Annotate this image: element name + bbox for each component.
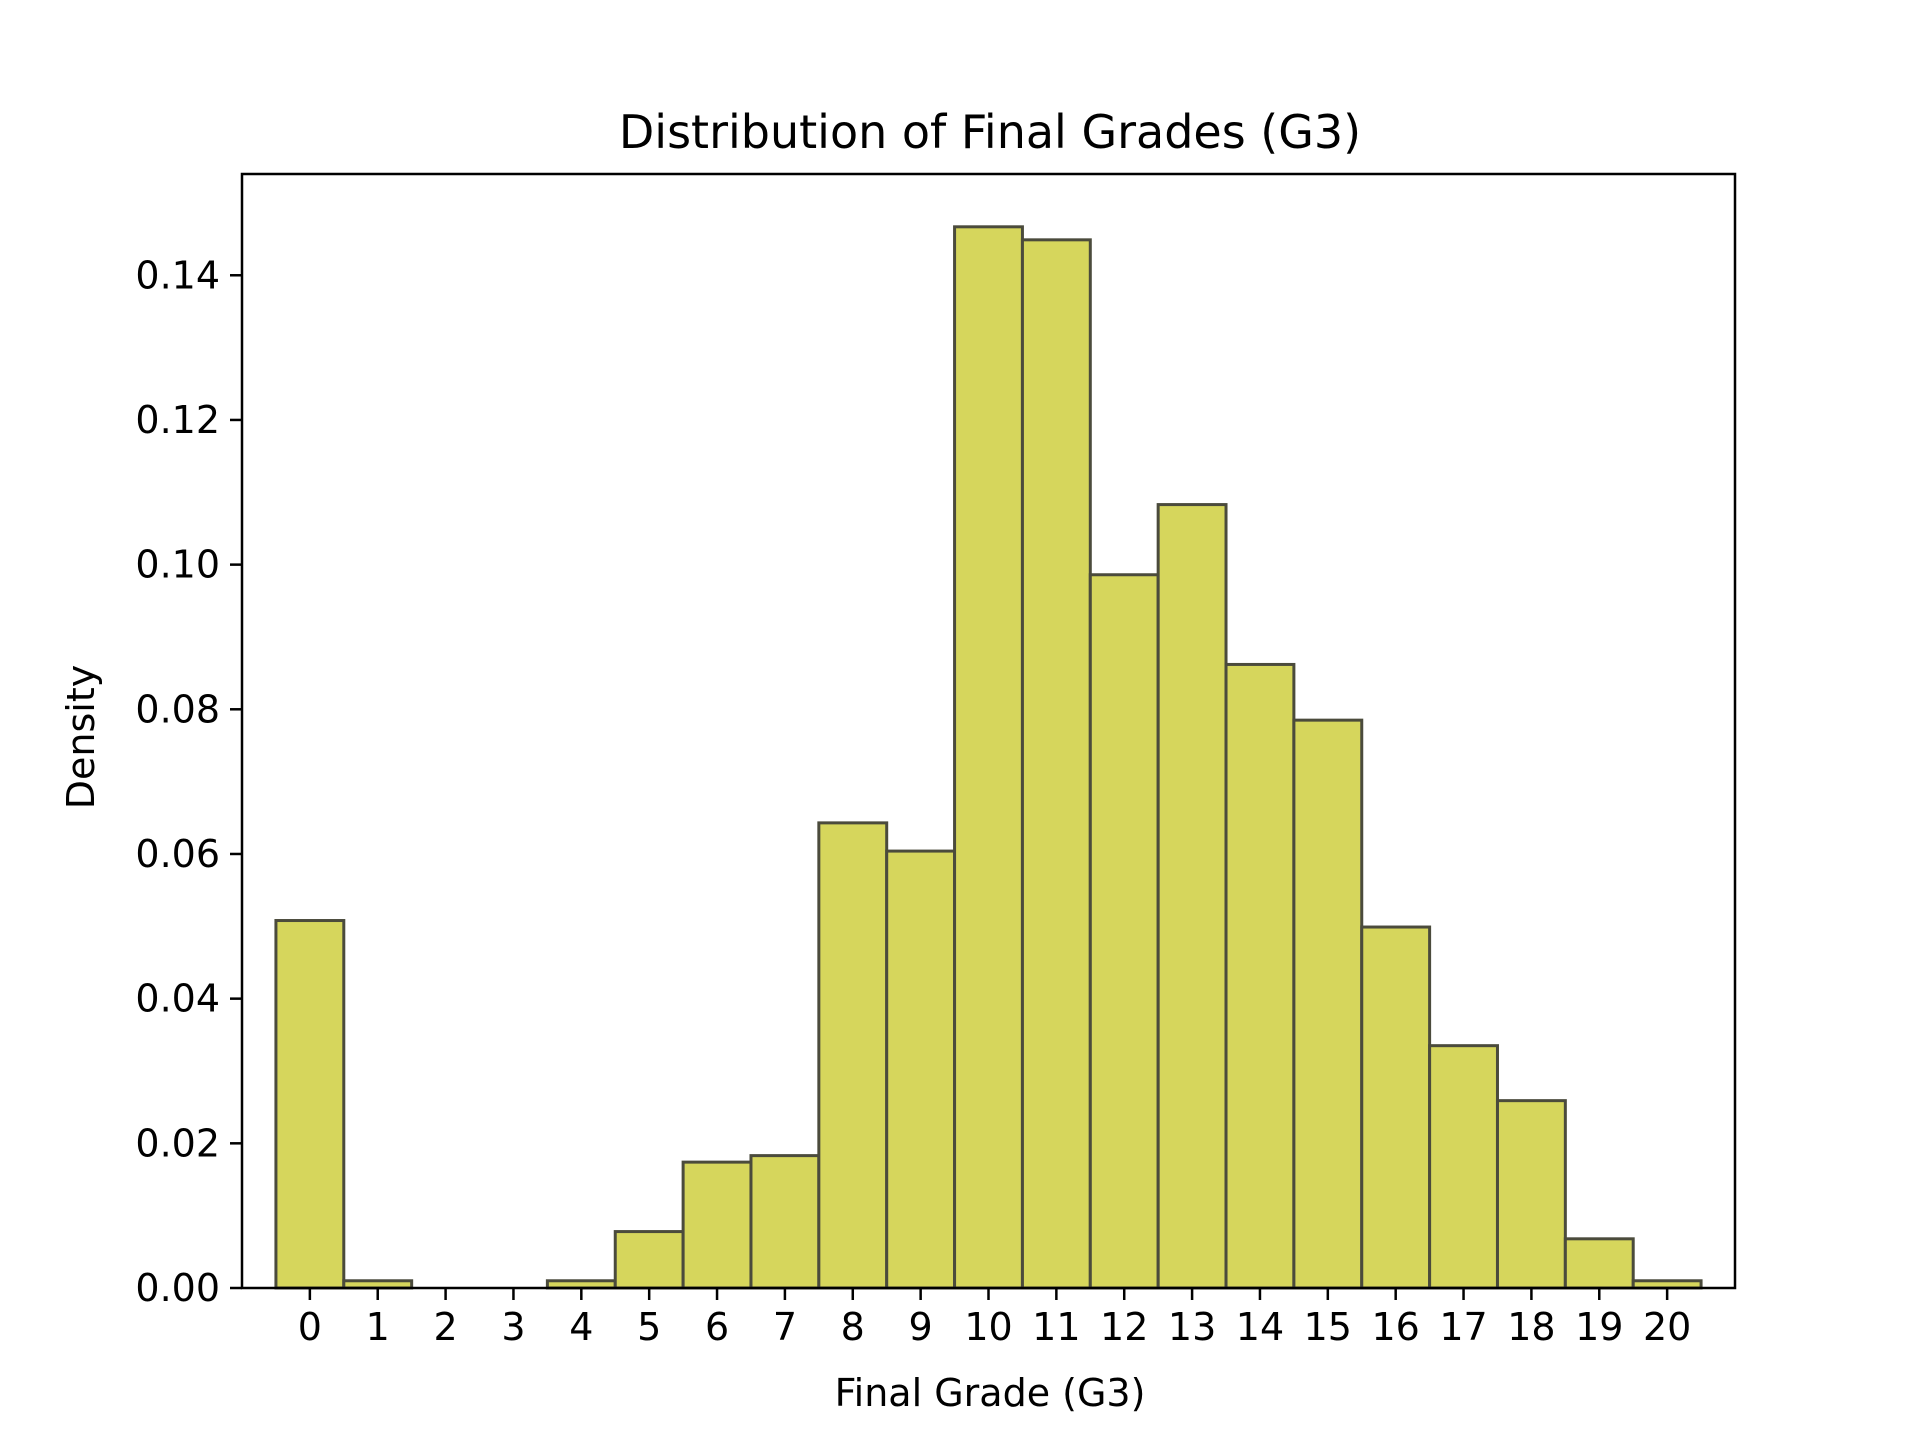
x-tick-label: 17 [1439,1305,1487,1349]
x-tick-label: 2 [433,1305,457,1349]
y-tick-label: 0.02 [135,1121,220,1165]
y-tick-label: 0.04 [135,977,220,1021]
x-tick-label: 1 [366,1305,390,1349]
x-tick-label: 12 [1100,1305,1148,1349]
x-tick-label: 8 [841,1305,865,1349]
chart-title: Distribution of Final Grades (G3) [619,105,1361,159]
y-tick-label: 0.12 [135,398,220,442]
bar-grade-0 [274,919,346,1290]
y-tick-label: 0.10 [135,543,220,587]
x-tick-label: 6 [705,1305,729,1349]
x-axis-label: Final Grade (G3) [835,1371,1146,1415]
x-axis: 0 1 2 3 4 5 6 7 8 9 10 11 12 13 14 15 16 17 18 19 20 [298,1288,1691,1349]
y-axis: 0.00 0.02 0.04 0.06 0.08 0.10 0.12 0.14 [135,253,242,1310]
bar-grade-14 [1224,662,1296,1290]
x-tick-label: 14 [1236,1305,1284,1349]
x-tick-label: 15 [1304,1305,1352,1349]
bar-grade-6 [681,1160,753,1290]
bar-grade-12 [1088,573,1160,1290]
y-tick-label: 0.00 [135,1266,220,1310]
bar-grade-7 [749,1154,821,1290]
y-tick-label: 0.08 [135,687,220,731]
bar-grade-13 [1156,503,1228,1290]
x-tick-label: 19 [1575,1305,1623,1349]
bar-grade-18 [1495,1099,1567,1290]
bar-grade-16 [1360,925,1432,1290]
x-tick-label: 3 [501,1305,525,1349]
bar-grade-10 [953,225,1024,1290]
bars [274,225,1703,1290]
x-tick-label: 4 [569,1305,593,1349]
bar-grade-11 [1020,238,1092,1290]
x-tick-label: 5 [637,1305,661,1349]
y-axis-label: Density [59,665,103,809]
bar-grade-17 [1428,1044,1499,1290]
x-tick-label: 20 [1643,1305,1691,1349]
bar-grade-19 [1563,1237,1635,1290]
bar-grade-8 [817,821,889,1290]
x-tick-label: 0 [298,1305,322,1349]
x-tick-label: 7 [773,1305,797,1349]
bar-grade-15 [1292,718,1364,1290]
x-tick-label: 16 [1372,1305,1420,1349]
x-tick-label: 9 [909,1305,933,1349]
y-tick-label: 0.06 [135,832,220,876]
bar-grade-9 [885,849,957,1290]
x-tick-label: 18 [1507,1305,1555,1349]
x-tick-label: 13 [1168,1305,1216,1349]
x-tick-label: 11 [1032,1305,1080,1349]
x-tick-label: 10 [964,1305,1012,1349]
bar-grade-5 [613,1230,685,1290]
y-tick-label: 0.14 [135,253,220,297]
